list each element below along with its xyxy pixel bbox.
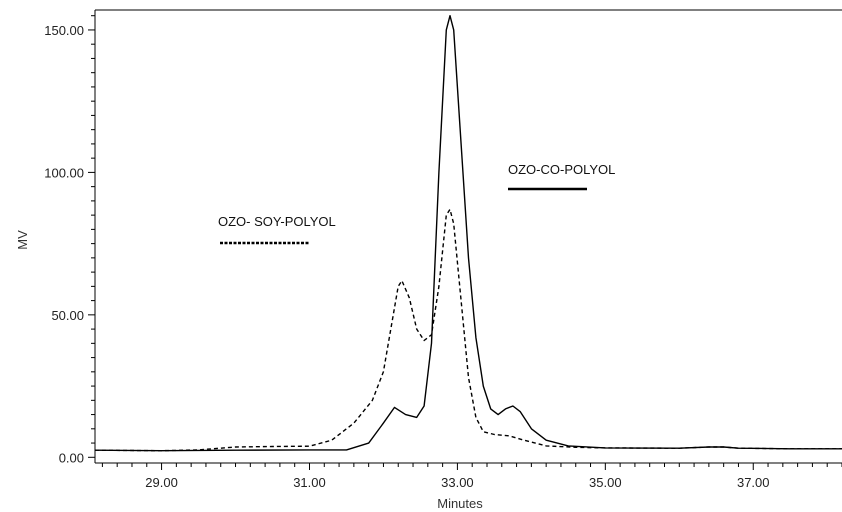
y-tick-label: 150.00 [44,23,84,38]
x-tick-label: 37.00 [737,475,770,490]
legend-soy: OZO- SOY-POLYOL [218,214,336,243]
series-line-soy [95,209,842,450]
legend-co: OZO-CO-POLYOL [508,162,615,189]
y-tick-label: 50.00 [51,308,84,323]
x-axis-title: Minutes [437,496,483,511]
x-tick-label: 33.00 [441,475,474,490]
tick-labels: 29.00 31.00 33.00 35.00 37.00 0.00 50.00 100.00… [44,23,769,490]
x-tick-label: 31.00 [293,475,326,490]
legend-label-soy: OZO- SOY-POLYOL [218,214,336,229]
x-tick-label: 35.00 [589,475,622,490]
y-tick-label: 100.00 [44,165,84,180]
y-axis-title: MV [15,230,30,250]
series-layer [95,16,842,451]
series-line-co [95,16,842,451]
ticks [88,16,842,470]
axes [95,10,842,463]
legend-label-co: OZO-CO-POLYOL [508,162,615,177]
x-tick-label: 29.00 [145,475,178,490]
y-tick-label: 0.00 [59,450,84,465]
